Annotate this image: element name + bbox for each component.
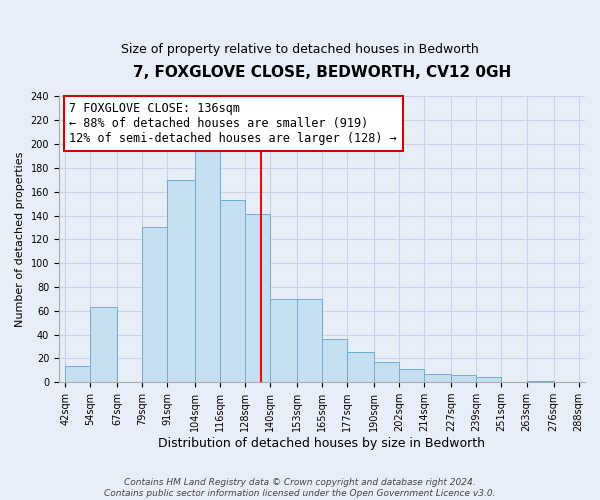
Y-axis label: Number of detached properties: Number of detached properties: [15, 152, 25, 327]
Bar: [297, 299, 322, 382]
Text: Contains HM Land Registry data © Crown copyright and database right 2024.
Contai: Contains HM Land Registry data © Crown c…: [104, 478, 496, 498]
Bar: [194, 144, 220, 382]
Bar: [399, 369, 424, 382]
X-axis label: Distribution of detached houses by size in Bedworth: Distribution of detached houses by size …: [158, 437, 485, 450]
Bar: [322, 340, 347, 382]
Bar: [142, 228, 167, 382]
Bar: [90, 307, 118, 382]
Text: Size of property relative to detached houses in Bedworth: Size of property relative to detached ho…: [121, 42, 479, 56]
Bar: [270, 299, 297, 382]
Bar: [424, 374, 451, 382]
Title: 7, FOXGLOVE CLOSE, BEDWORTH, CV12 0GH: 7, FOXGLOVE CLOSE, BEDWORTH, CV12 0GH: [133, 65, 511, 80]
Bar: [451, 375, 476, 382]
Bar: [347, 352, 374, 382]
Text: 7 FOXGLOVE CLOSE: 136sqm
← 88% of detached houses are smaller (919)
12% of semi-: 7 FOXGLOVE CLOSE: 136sqm ← 88% of detach…: [70, 102, 397, 145]
Bar: [245, 214, 270, 382]
Bar: [220, 200, 245, 382]
Bar: [476, 378, 502, 382]
Bar: [65, 366, 90, 382]
Bar: [527, 381, 554, 382]
Bar: [374, 362, 399, 382]
Bar: [167, 180, 194, 382]
